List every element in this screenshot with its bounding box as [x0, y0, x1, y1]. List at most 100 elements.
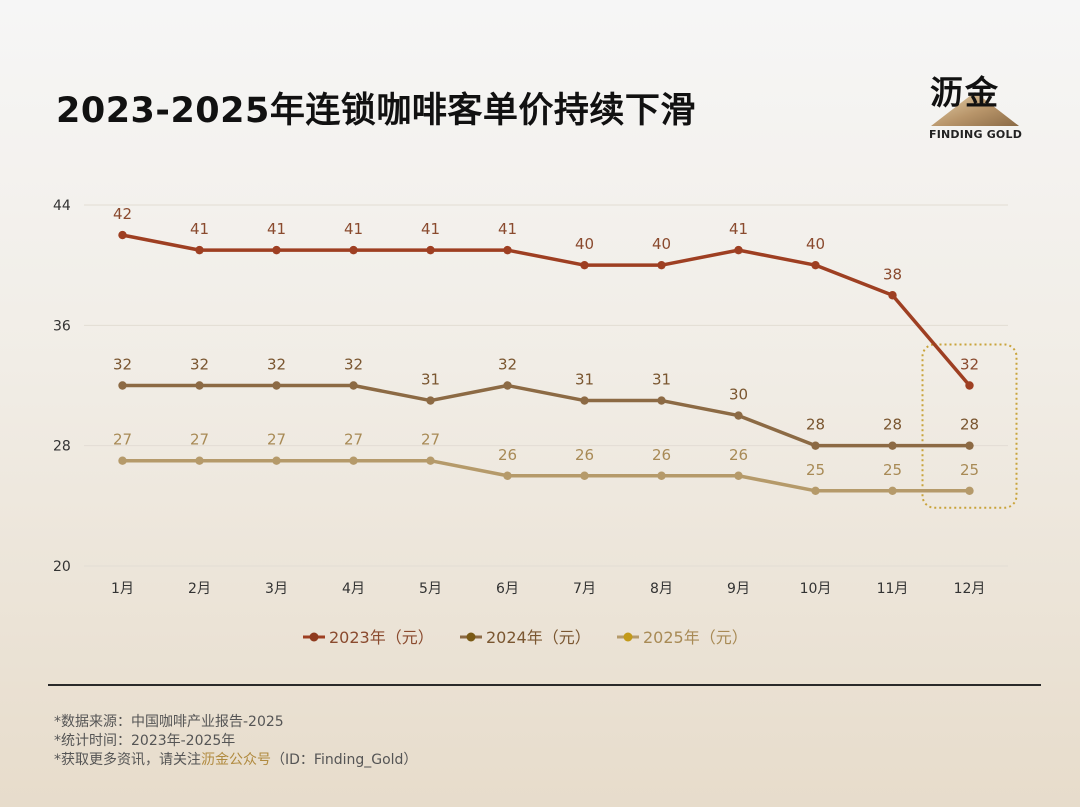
- x-tick-label: 3月: [265, 581, 288, 597]
- footnote-source: *数据来源：中国咖啡产业报告-2025: [54, 714, 284, 730]
- footer-divider: [48, 684, 1041, 686]
- data-label: 31: [575, 371, 594, 389]
- data-label: 26: [652, 446, 671, 464]
- legend-swatch-dot: [309, 632, 319, 642]
- data-point: [965, 381, 974, 390]
- data-point: [580, 260, 589, 270]
- y-tick-label: 36: [53, 318, 71, 334]
- mountain-logo-icon: [931, 92, 1019, 126]
- data-point: [272, 456, 281, 465]
- data-point: [272, 381, 281, 390]
- data-label: 28: [806, 416, 825, 434]
- data-point: [580, 471, 589, 480]
- data-label: 41: [729, 220, 748, 238]
- data-point: [811, 486, 820, 495]
- data-label: 32: [498, 356, 517, 374]
- data-label: 26: [729, 446, 748, 464]
- data-point: [734, 245, 743, 255]
- data-point: [811, 441, 820, 450]
- x-tick-label: 2月: [188, 581, 211, 597]
- legend-label: 2023年（元）: [329, 628, 434, 647]
- data-label: 32: [113, 356, 132, 374]
- y-tick-label: 44: [53, 198, 71, 214]
- data-label: 38: [883, 265, 902, 283]
- x-tick-label: 12月: [954, 581, 986, 597]
- data-label: 27: [113, 431, 132, 449]
- x-tick-label: 10月: [800, 581, 832, 597]
- data-label: 40: [806, 235, 825, 253]
- data-point: [349, 456, 358, 465]
- data-point: [965, 441, 974, 450]
- data-point: [965, 486, 974, 495]
- y-tick-label: 28: [53, 439, 71, 455]
- data-label: 41: [190, 220, 209, 238]
- data-point: [118, 230, 127, 240]
- data-point: [195, 381, 204, 390]
- x-tick-label: 7月: [573, 581, 596, 597]
- footnotes: *数据来源：中国咖啡产业报告-2025 *统计时间：2023年-2025年 *获…: [54, 713, 417, 770]
- footnote-contact-suffix: （ID：Finding_Gold）: [271, 752, 418, 768]
- highlight-box: [921, 343, 1018, 509]
- data-label: 40: [575, 235, 594, 253]
- data-point: [503, 381, 512, 390]
- series-line-2: [120, 458, 972, 493]
- x-tick-label: 1月: [111, 581, 134, 597]
- x-tick-label: 11月: [877, 581, 909, 597]
- data-point: [118, 381, 127, 390]
- footnote-contact-prefix: *获取更多资讯，请关注: [54, 752, 201, 768]
- data-label: 32: [190, 356, 209, 374]
- data-point: [118, 456, 127, 465]
- data-point: [580, 396, 589, 405]
- data-label: 28: [960, 416, 979, 434]
- data-label: 25: [806, 461, 825, 479]
- data-point: [657, 471, 666, 480]
- data-label: 41: [267, 220, 286, 238]
- data-label: 27: [190, 431, 209, 449]
- data-point: [426, 456, 435, 465]
- y-tick-label: 20: [53, 559, 71, 575]
- data-label: 40: [652, 235, 671, 253]
- series-line-0: [120, 233, 972, 388]
- footnote-contact: *获取更多资讯，请关注沥金公众号（ID：Finding_Gold）: [54, 751, 417, 770]
- legend-label: 2024年（元）: [486, 628, 591, 647]
- footnote-contact-highlight: 沥金公众号: [201, 752, 271, 768]
- brand-logo: 沥金 FINDING GOLD: [925, 66, 1023, 144]
- data-label: 32: [960, 356, 979, 374]
- data-point: [657, 260, 666, 270]
- data-label: 31: [652, 371, 671, 389]
- data-point: [734, 411, 743, 420]
- logo-english-text: FINDING GOLD: [929, 128, 1023, 141]
- data-point: [426, 396, 435, 405]
- data-label: 41: [498, 220, 517, 238]
- data-point: [272, 245, 281, 255]
- data-label: 27: [344, 431, 363, 449]
- data-label: 32: [267, 356, 286, 374]
- x-tick-label: 9月: [727, 581, 750, 597]
- data-point: [734, 471, 743, 480]
- data-point: [503, 471, 512, 480]
- data-label: 30: [729, 386, 748, 404]
- data-label: 25: [883, 461, 902, 479]
- data-point: [349, 381, 358, 390]
- data-point: [657, 396, 666, 405]
- data-label: 32: [344, 356, 363, 374]
- data-label: 41: [421, 220, 440, 238]
- data-point: [349, 245, 358, 255]
- data-point: [426, 245, 435, 255]
- x-tick-label: 6月: [496, 581, 519, 597]
- x-tick-label: 8月: [650, 581, 673, 597]
- series-line-1: [120, 383, 972, 448]
- data-point: [195, 245, 204, 255]
- legend-swatch-dot: [466, 632, 476, 642]
- data-label: 26: [575, 446, 594, 464]
- line-chart: 20 28 36 44 1月 2月 3月 4月 5月 6月 7月 8月 9月 10月 11月 12月 42 41 4…: [53, 198, 1018, 647]
- data-label: 25: [960, 461, 979, 479]
- data-point: [195, 456, 204, 465]
- data-label: 41: [344, 220, 363, 238]
- data-label: 42: [113, 205, 132, 223]
- data-point: [888, 291, 897, 300]
- data-label: 27: [421, 431, 440, 449]
- data-point: [503, 245, 512, 255]
- data-point: [888, 441, 897, 450]
- data-label: 28: [883, 416, 902, 434]
